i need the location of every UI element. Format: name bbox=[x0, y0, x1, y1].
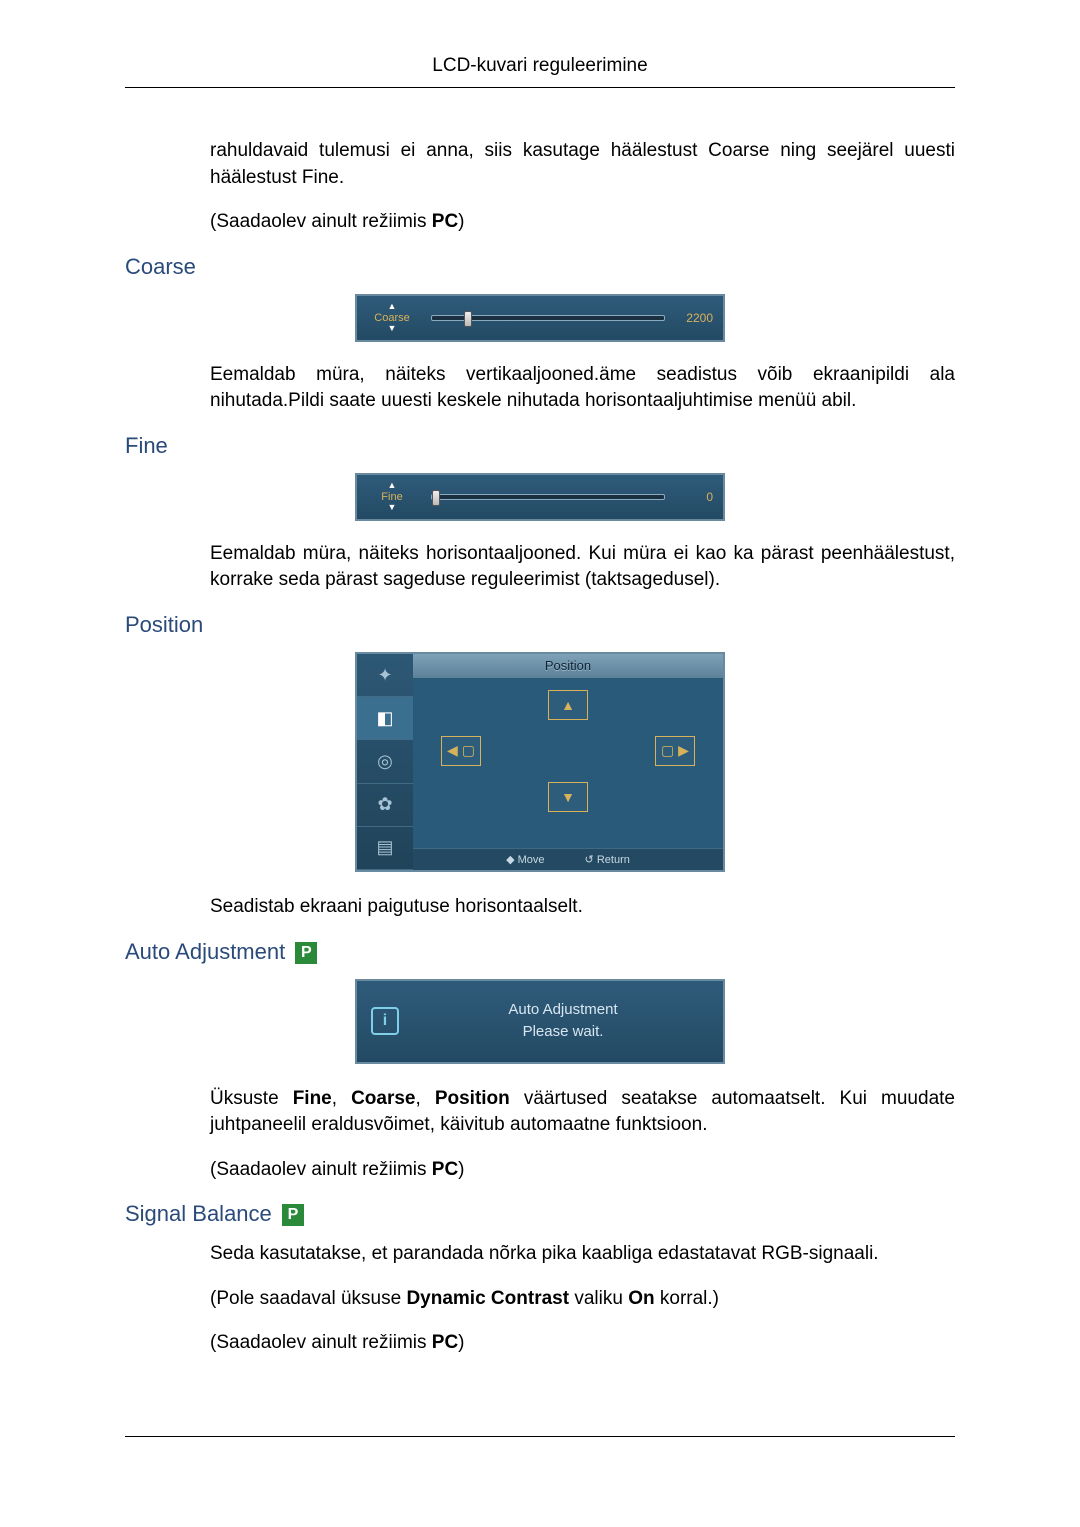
auto-p1-b2: Coarse bbox=[351, 1088, 415, 1109]
auto-osd: i Auto Adjustment Please wait. bbox=[355, 979, 725, 1064]
down-arrow-icon: ▼ bbox=[367, 503, 417, 513]
auto-osd-line2: Please wait. bbox=[523, 1023, 604, 1040]
side-tab-1[interactable]: ✦ bbox=[357, 654, 413, 697]
position-heading: Position bbox=[125, 612, 955, 638]
signal-p2-mid: valiku bbox=[569, 1288, 628, 1309]
side-tab-4[interactable]: ✿ bbox=[357, 784, 413, 827]
side-tab-2[interactable]: ◧ bbox=[357, 697, 413, 740]
signal-p2-b2: On bbox=[628, 1288, 654, 1309]
signal-p2-b1: Dynamic Contrast bbox=[406, 1288, 569, 1309]
position-main: Position ▲ ◀ ▢ ▢ ▶ ▼ ◆ Move ↺ Return bbox=[413, 654, 723, 870]
coarse-slider-track[interactable] bbox=[431, 315, 665, 321]
coarse-osd-label: ▲ Coarse ▼ bbox=[367, 302, 417, 334]
header-rule bbox=[125, 87, 955, 88]
fine-heading: Fine bbox=[125, 433, 955, 459]
auto-p2: (Saadaolev ainult režiimis PC) bbox=[210, 1157, 955, 1184]
intro-p2-prefix: (Saadaolev ainult režiimis bbox=[210, 211, 432, 232]
p-badge-icon: P bbox=[295, 942, 317, 964]
auto-osd-line1: Auto Adjustment bbox=[508, 1001, 617, 1018]
info-icon: i bbox=[371, 1007, 399, 1035]
auto-p2-prefix: (Saadaolev ainult režiimis bbox=[210, 1159, 432, 1180]
intro-p2-suffix: ) bbox=[458, 211, 464, 232]
fine-osd-label: ▲ Fine ▼ bbox=[367, 481, 417, 513]
up-arrow-icon: ▲ bbox=[367, 302, 417, 312]
footer-rule-wrap bbox=[125, 1436, 955, 1437]
signal-p3-prefix: (Saadaolev ainult režiimis bbox=[210, 1332, 432, 1353]
side-tab-5[interactable]: ▤ bbox=[357, 827, 413, 870]
auto-p1-b3: Position bbox=[435, 1088, 510, 1109]
signal-heading: Signal Balance P bbox=[125, 1201, 955, 1227]
position-grid: ▲ ◀ ▢ ▢ ▶ ▼ bbox=[413, 678, 723, 848]
p-badge-icon: P bbox=[282, 1204, 304, 1226]
footer-rule bbox=[125, 1436, 955, 1437]
coarse-osd-label-text: Coarse bbox=[374, 312, 409, 324]
signal-p1: Seda kasutatakse, et parandada nõrka pik… bbox=[210, 1241, 955, 1268]
dir-up[interactable]: ▲ bbox=[548, 690, 588, 720]
up-arrow-icon: ▲ bbox=[367, 481, 417, 491]
position-body: Seadistab ekraani paigutuse horisontaals… bbox=[210, 894, 955, 921]
footer-move-label: Move bbox=[518, 854, 545, 866]
auto-p2-suffix: ) bbox=[458, 1159, 464, 1180]
footer-move: ◆ Move bbox=[506, 853, 544, 866]
intro-block: rahuldavaid tulemusi ei anna, siis kasut… bbox=[125, 138, 955, 236]
signal-p3-suffix: ) bbox=[458, 1332, 464, 1353]
dir-down[interactable]: ▼ bbox=[548, 782, 588, 812]
fine-slider-thumb[interactable] bbox=[432, 490, 440, 506]
coarse-osd: ▲ Coarse ▼ 2200 bbox=[355, 294, 725, 342]
signal-heading-text: Signal Balance bbox=[125, 1201, 272, 1226]
dir-right[interactable]: ▢ ▶ bbox=[655, 736, 695, 766]
position-title: Position bbox=[413, 654, 723, 678]
fine-osd-label-text: Fine bbox=[381, 491, 402, 503]
position-side-tabs: ✦ ◧ ◎ ✿ ▤ bbox=[357, 654, 413, 870]
auto-p1-s1: , bbox=[332, 1088, 351, 1109]
position-osd: ✦ ◧ ◎ ✿ ▤ Position ▲ ◀ ▢ ▢ ▶ ▼ ◆ Move ↺ … bbox=[355, 652, 725, 872]
coarse-slider-thumb[interactable] bbox=[464, 311, 472, 327]
footer-return: ↺ Return bbox=[585, 853, 630, 866]
auto-p1: Üksuste Fine, Coarse, Position väärtused… bbox=[210, 1086, 955, 1139]
footer-return-label: Return bbox=[597, 854, 630, 866]
auto-p1-s2: , bbox=[416, 1088, 435, 1109]
coarse-value: 2200 bbox=[679, 311, 713, 325]
auto-p2-bold: PC bbox=[432, 1159, 458, 1180]
coarse-heading: Coarse bbox=[125, 254, 955, 280]
intro-p2-bold: PC bbox=[432, 211, 458, 232]
down-arrow-icon: ▼ bbox=[367, 324, 417, 334]
side-tab-3[interactable]: ◎ bbox=[357, 740, 413, 783]
page: LCD-kuvari reguleerimine rahuldavaid tul… bbox=[125, 55, 955, 1437]
fine-body: Eemaldab müra, näiteks horisontaaljooned… bbox=[210, 541, 955, 594]
signal-p3-bold: PC bbox=[432, 1332, 458, 1353]
fine-slider-track[interactable] bbox=[431, 494, 665, 500]
dir-left[interactable]: ◀ ▢ bbox=[441, 736, 481, 766]
fine-osd: ▲ Fine ▼ 0 bbox=[355, 473, 725, 521]
auto-p1-prefix: Üksuste bbox=[210, 1088, 293, 1109]
signal-p3: (Saadaolev ainult režiimis PC) bbox=[210, 1330, 955, 1357]
signal-p2-suffix: korral.) bbox=[655, 1288, 719, 1309]
page-header: LCD-kuvari reguleerimine bbox=[125, 55, 955, 87]
intro-p2: (Saadaolev ainult režiimis PC) bbox=[210, 209, 955, 236]
auto-p1-b1: Fine bbox=[293, 1088, 332, 1109]
coarse-body: Eemaldab müra, näiteks vertikaaljooned.ä… bbox=[210, 362, 955, 415]
auto-osd-msg: Auto Adjustment Please wait. bbox=[417, 999, 709, 1044]
signal-p2-prefix: (Pole saadaval üksuse bbox=[210, 1288, 406, 1309]
auto-heading-text: Auto Adjustment bbox=[125, 939, 285, 964]
position-footer: ◆ Move ↺ Return bbox=[413, 848, 723, 870]
signal-p2: (Pole saadaval üksuse Dynamic Contrast v… bbox=[210, 1286, 955, 1313]
fine-value: 0 bbox=[679, 490, 713, 504]
intro-p1: rahuldavaid tulemusi ei anna, siis kasut… bbox=[210, 138, 955, 191]
auto-heading: Auto Adjustment P bbox=[125, 939, 955, 965]
